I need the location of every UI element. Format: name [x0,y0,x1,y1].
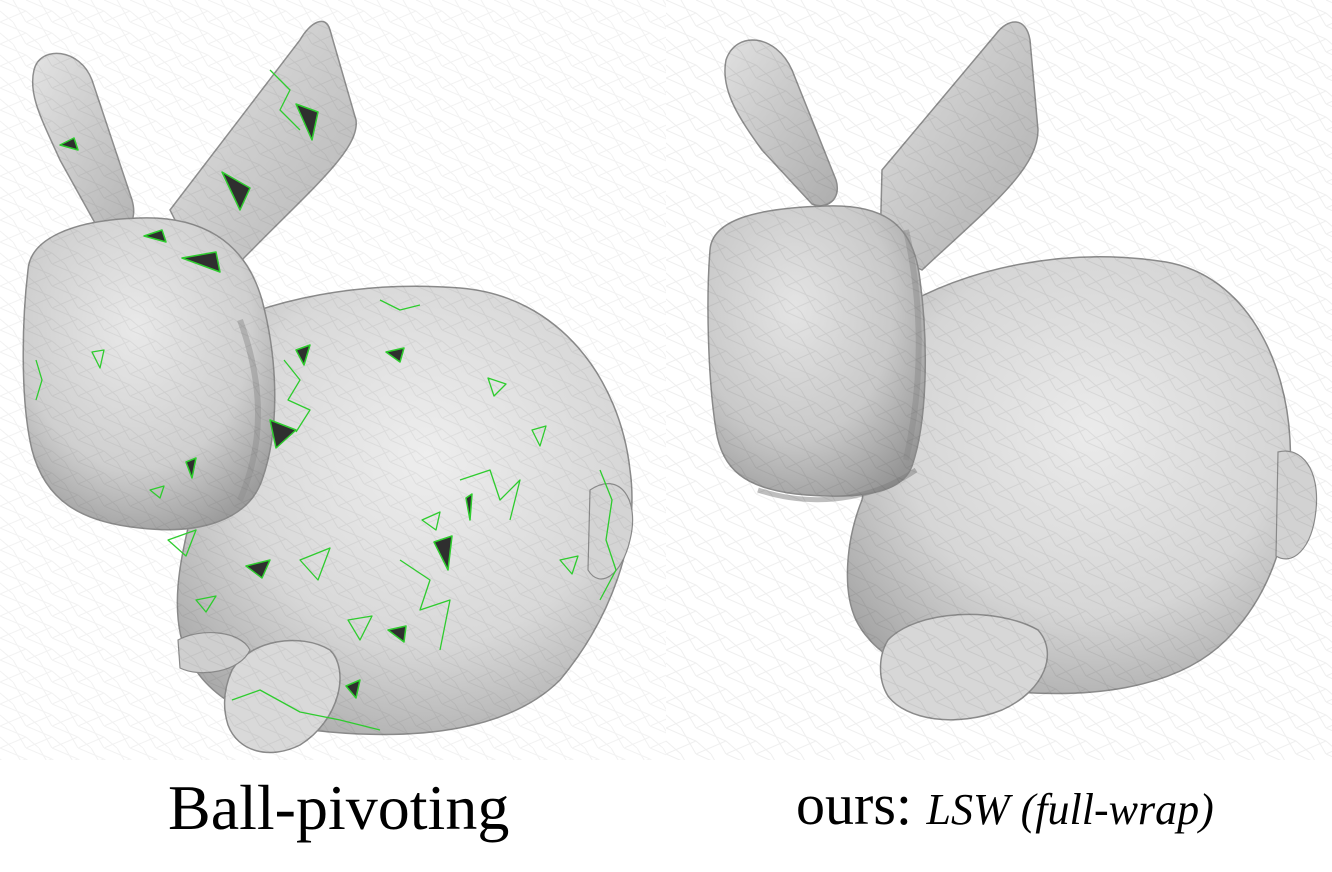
hole-defects [59,103,473,699]
ball-pivoting-caption: Ball-pivoting [168,772,510,843]
hole-outlines [35,69,617,731]
lsw-caption: ours: LSW (full-wrap) [796,776,1214,834]
ball-pivoting-bunny-render [0,0,666,760]
ball-pivoting-panel: Ball-pivoting [0,0,666,843]
caption-prefix: ours: [796,772,912,837]
caption-method: LSW (full-wrap) [926,785,1214,834]
lsw-panel: ours: LSW (full-wrap) [666,0,1332,872]
lsw-bunny-render [666,0,1332,760]
